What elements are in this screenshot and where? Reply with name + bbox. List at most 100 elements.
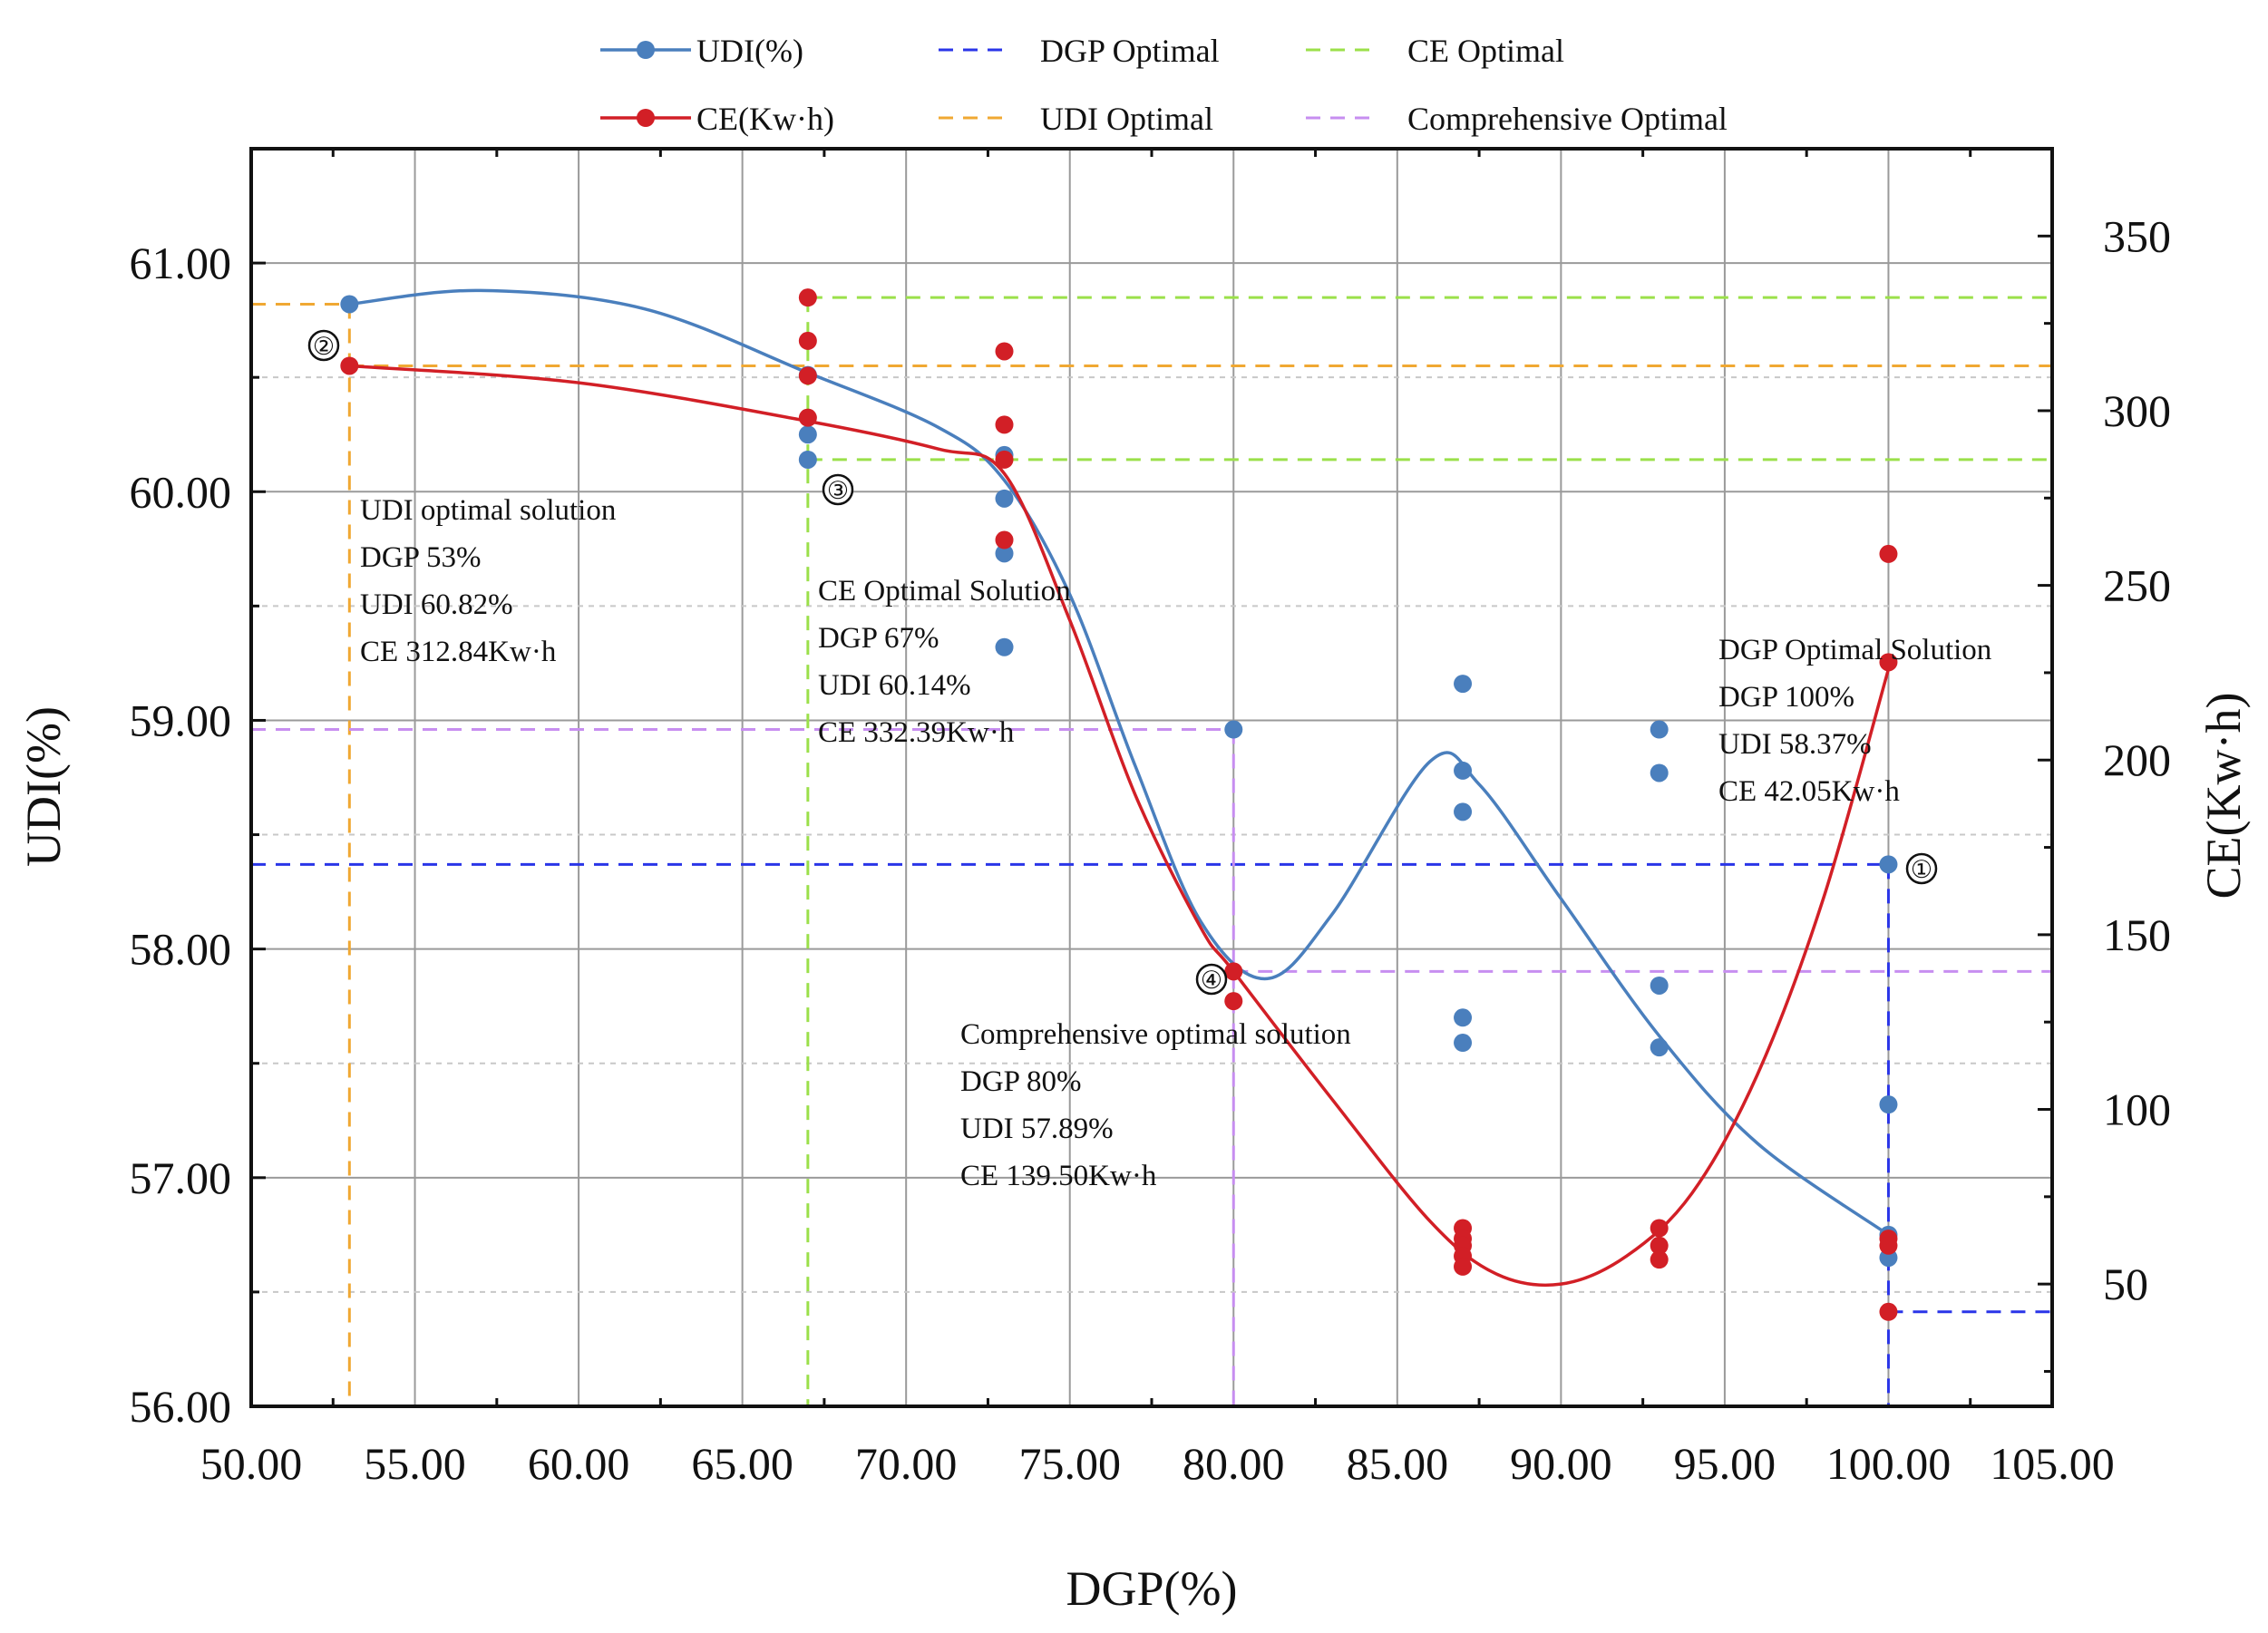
udi-point (798, 425, 817, 444)
udi-point (995, 489, 1014, 508)
data-points (340, 288, 1898, 1321)
legend-label: CE Optimal (1407, 33, 1564, 69)
ce-point (995, 530, 1014, 549)
right-y-tick-label: 150 (2103, 909, 2171, 960)
annotation-line: UDI 58.37% (1718, 728, 1872, 761)
ce-point (1879, 544, 1898, 563)
legend-item: CE Optimal (1306, 33, 1564, 69)
annotation-line: DGP 53% (360, 541, 482, 574)
left-y-axis-title: UDI(%) (16, 706, 71, 867)
legend-label: CE(Kw·h) (696, 101, 834, 137)
udi-point (1650, 763, 1669, 782)
annotation-line: UDI 60.82% (360, 588, 513, 621)
annotations: ② UDI optimal solution DGP 53% UDI 60.82% CE… (307, 329, 1991, 1192)
legend-item: UDI Optimal (939, 101, 1213, 137)
annotation-2: ③ CE Optimal Solution DGP 67% UDI 60.14% CE … (818, 473, 1071, 749)
fit-curves (349, 288, 1891, 1288)
legend-label: UDI(%) (696, 33, 803, 69)
annotation-line: Comprehensive optimal solution (960, 1018, 1351, 1051)
x-tick-label: 65.00 (691, 1438, 793, 1489)
udi-point (1454, 1034, 1473, 1053)
plot-frame (249, 147, 2054, 1408)
annotation-line: DGP 80% (960, 1065, 1082, 1098)
legend-item: CE(Kw·h) (600, 101, 834, 137)
left-y-tick-label: 61.00 (130, 238, 232, 288)
legend-item: DGP Optimal (939, 33, 1220, 69)
x-tick-label: 70.00 (855, 1438, 958, 1489)
udi-point (798, 450, 817, 469)
ce-point (798, 288, 817, 307)
udi-point (1650, 720, 1669, 739)
ce-point (1224, 992, 1243, 1011)
x-tick-label: 75.00 (1018, 1438, 1121, 1489)
tick-labels: 50.00 55.00 60.00 65.00 70.00 75.00 80.00 85.00… (130, 210, 2172, 1489)
udi-point (340, 295, 359, 314)
udi-point (1454, 1008, 1473, 1027)
annotation-line: CE 332.39Kw·h (818, 716, 1015, 749)
ce-point (1650, 1236, 1669, 1255)
ce-point (1650, 1219, 1669, 1238)
ce-point (1650, 1250, 1669, 1269)
legend-item: Comprehensive Optimal (1306, 101, 1728, 137)
annotation-line: DGP 67% (818, 622, 939, 655)
x-tick-label: 95.00 (1674, 1438, 1776, 1489)
annotation-marker-number: ① (1911, 856, 1932, 883)
annotation-line: CE 312.84Kw·h (360, 636, 557, 668)
ce-point (1879, 1236, 1898, 1255)
x-tick-label: 60.00 (528, 1438, 630, 1489)
ce-point (995, 450, 1014, 469)
x-tick-label: 100.00 (1826, 1438, 1952, 1489)
right-y-tick-label: 100 (2103, 1084, 2171, 1135)
annotation-marker-circle (1195, 963, 1228, 996)
udi-point (1454, 802, 1473, 821)
ce-point (995, 415, 1014, 434)
ce-point (1224, 962, 1243, 981)
x-tick-label: 50.00 (200, 1438, 303, 1489)
annotation-marker-circle (307, 329, 340, 362)
right-y-tick-label: 250 (2103, 560, 2171, 611)
annotation-marker-number: ② (313, 333, 335, 360)
annotation-line: DGP 100% (1718, 681, 1854, 714)
annotation-marker-number: ④ (1201, 967, 1222, 994)
plot-border (249, 147, 2054, 1408)
annotation-marker-circle (1905, 852, 1938, 885)
legend-swatch-marker (637, 41, 655, 59)
left-y-tick-label: 57.00 (130, 1152, 232, 1203)
ce-point (798, 366, 817, 385)
legend-label: DGP Optimal (1040, 33, 1220, 69)
annotation-4: ④ Comprehensive optimal solution DGP 80% UD… (960, 963, 1351, 1192)
ce-point (1454, 1257, 1473, 1276)
udi-point (1879, 855, 1898, 874)
ce-point (1879, 653, 1898, 672)
udi-point (995, 637, 1014, 656)
ce-point (340, 356, 359, 375)
right-y-axis-title: CE(Kw·h) (2196, 693, 2251, 899)
annotation-line: CE 139.50Kw·h (960, 1160, 1157, 1192)
x-tick-label: 55.00 (364, 1438, 466, 1489)
annotation-line: CE Optimal Solution (818, 575, 1071, 608)
annotation-marker-circle (822, 473, 854, 506)
legend-label: Comprehensive Optimal (1407, 101, 1728, 137)
axis-titles: DGP(%) UDI(%) CE(Kw·h) (16, 693, 2251, 1616)
left-y-tick-label: 59.00 (130, 695, 232, 745)
x-tick-label: 85.00 (1347, 1438, 1449, 1489)
ce-point (798, 408, 817, 427)
x-tick-label: 105.00 (1990, 1438, 2115, 1489)
annotation-line: UDI 60.14% (818, 669, 971, 702)
left-y-tick-label: 58.00 (130, 924, 232, 975)
udi-point (1879, 1095, 1898, 1114)
legend-swatch-marker (637, 109, 655, 127)
right-y-tick-label: 350 (2103, 210, 2171, 261)
right-y-tick-label: 50 (2103, 1259, 2148, 1309)
annotation-3: ① DGP Optimal Solution DGP 100% UDI 58.37% C… (1718, 634, 1991, 885)
udi-point (1224, 720, 1243, 739)
legend-label: UDI Optimal (1040, 101, 1213, 137)
left-y-tick-label: 60.00 (130, 466, 232, 517)
udi-point (1650, 976, 1669, 995)
annotation-line: DGP Optimal Solution (1718, 634, 1991, 666)
annotation-1: ② UDI optimal solution DGP 53% UDI 60.82% CE… (307, 329, 616, 668)
annotation-line: UDI 57.89% (960, 1113, 1114, 1145)
legend-item: UDI(%) (600, 33, 803, 69)
ce-point (798, 331, 817, 350)
